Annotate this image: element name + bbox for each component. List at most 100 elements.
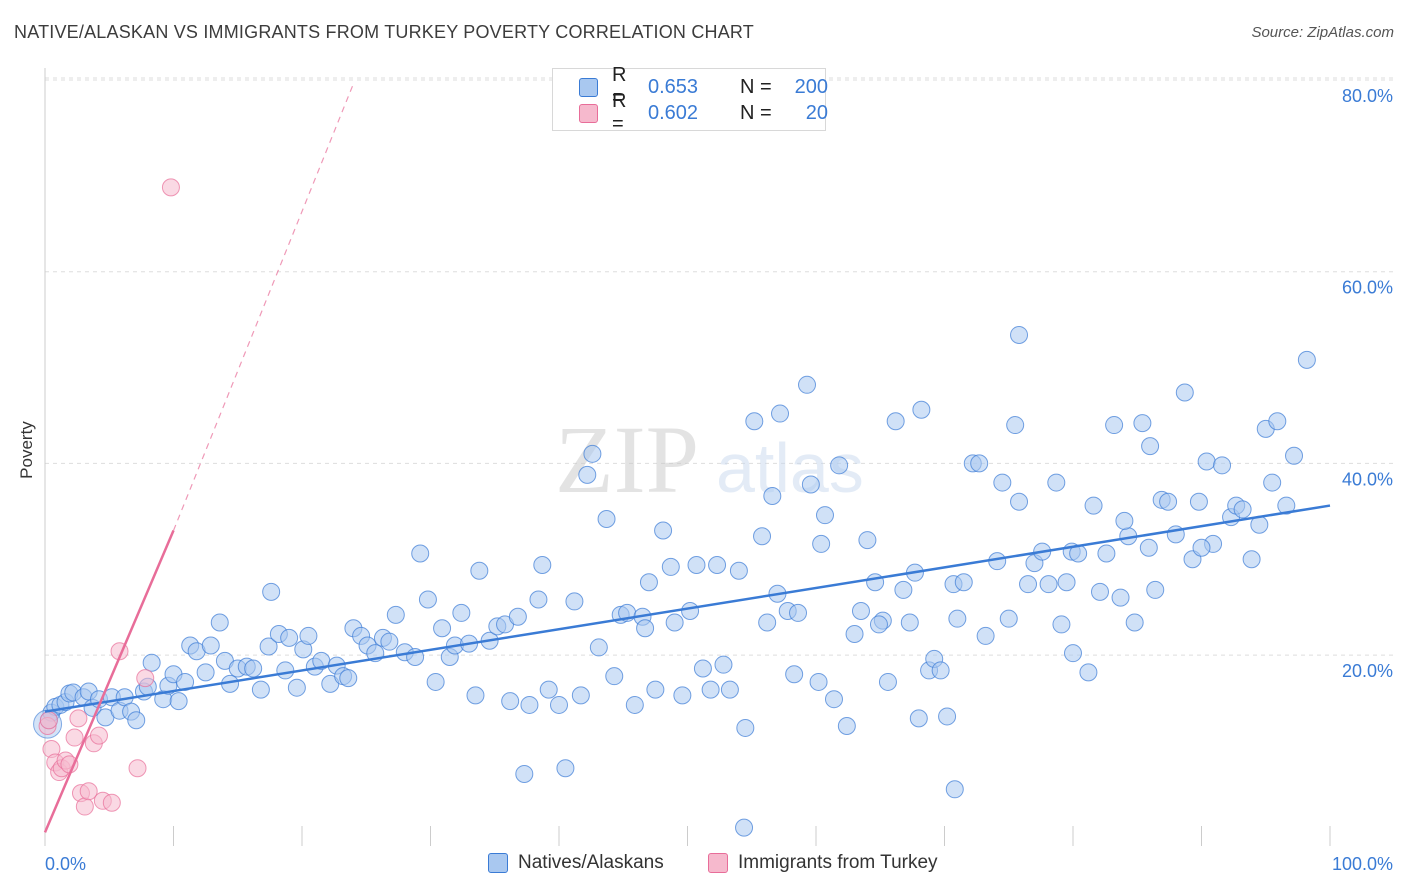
data-point-natives [1133, 414, 1152, 433]
watermark: ZIP atlas [555, 406, 864, 513]
data-point-natives [771, 404, 790, 423]
data-point-natives [646, 680, 665, 699]
legend-r-value: 0.653 [648, 75, 699, 98]
data-point-natives [589, 638, 608, 657]
data-point-natives [470, 561, 489, 580]
data-point-natives [886, 412, 905, 431]
data-point-natives [1052, 615, 1071, 634]
data-point-natives [244, 659, 263, 678]
legend-item-turkey[interactable]: Immigrants from Turkey [708, 852, 938, 874]
data-point-natives [515, 764, 534, 783]
data-point-natives [583, 444, 602, 463]
data-point-natives [1097, 544, 1116, 563]
data-point-natives [681, 602, 700, 621]
data-point-natives [1159, 492, 1178, 511]
data-point-natives [508, 607, 527, 626]
data-point-natives [999, 609, 1018, 628]
data-point-natives [661, 557, 680, 576]
data-point-natives [605, 667, 624, 686]
legend-row-natives: R = 0.653 N = 200 [579, 64, 828, 109]
data-point-natives [701, 680, 720, 699]
legend-n-value: 20 [805, 101, 828, 124]
data-point-natives [878, 672, 897, 691]
data-point-natives [1141, 437, 1160, 456]
data-point-natives [625, 695, 644, 714]
data-point-natives [259, 637, 278, 656]
data-point-natives [665, 613, 684, 632]
data-point-natives [993, 473, 1012, 492]
data-point-natives [539, 680, 558, 699]
data-point-natives [673, 686, 692, 705]
data-point-natives [938, 707, 957, 726]
x-tick-label: 100.0% [1332, 854, 1393, 874]
legend-label-turkey: Immigrants from Turkey [738, 852, 938, 873]
data-point-natives [1115, 511, 1134, 530]
data-point-natives [1090, 582, 1109, 601]
data-point-natives [426, 672, 445, 691]
data-point-natives [900, 613, 919, 632]
data-point-natives [386, 605, 405, 624]
legend-series: Natives/Alaskans Immigrants from Turkey [0, 852, 1406, 878]
data-point-natives [556, 759, 575, 778]
data-point-natives [1189, 492, 1208, 511]
data-point-natives [785, 665, 804, 684]
data-point-natives [735, 818, 754, 837]
legend-item-natives[interactable]: Natives/Alaskans [488, 852, 664, 874]
data-point-natives [501, 692, 520, 711]
data-point-natives [262, 582, 281, 601]
legend-swatch-blue [579, 77, 598, 97]
data-point-natives [954, 573, 973, 592]
data-point-turkey [75, 797, 94, 816]
data-point-turkey [128, 759, 147, 778]
series-turkey-points [38, 178, 180, 816]
data-point-turkey [65, 728, 84, 747]
legend-label-natives: Natives/Alaskans [518, 852, 664, 873]
data-point-natives [714, 655, 733, 674]
data-point-natives [1139, 538, 1158, 557]
legend-swatch-pink [708, 853, 728, 873]
y-tick-label: 40.0% [1342, 469, 1393, 489]
data-point-natives [812, 534, 831, 553]
data-point-natives [837, 717, 856, 736]
series-natives-points [33, 325, 1316, 837]
data-point-natives [550, 695, 568, 714]
data-point-natives [801, 475, 820, 494]
data-point-natives [287, 678, 306, 697]
data-point-natives [276, 661, 295, 680]
data-point-natives [411, 544, 430, 563]
data-point-natives [693, 659, 712, 678]
data-point-natives [529, 590, 548, 609]
data-point-natives [720, 680, 739, 699]
data-point-natives [1197, 452, 1216, 471]
data-point-natives [758, 613, 777, 632]
data-point-natives [909, 709, 928, 728]
data-point-natives [708, 556, 727, 575]
data-point-natives [976, 626, 995, 645]
data-point-natives [169, 692, 188, 711]
legend-row-turkey: R = 0.602 N = 20 [579, 90, 828, 135]
data-point-natives [418, 590, 437, 609]
data-point-natives [578, 465, 597, 484]
data-point-natives [251, 680, 270, 699]
data-point-natives [1242, 550, 1261, 569]
legend-r-label: R = [612, 90, 627, 135]
data-point-natives [970, 454, 989, 473]
data-point-natives [729, 561, 748, 580]
legend-n-label: N = [740, 75, 772, 98]
data-point-natives [639, 573, 658, 592]
data-point-natives [1297, 350, 1316, 369]
data-point-natives [1057, 573, 1076, 592]
data-point-natives [1006, 416, 1025, 435]
trendline-turkey-extension [172, 83, 354, 531]
y-tick-label: 80.0% [1342, 86, 1393, 106]
data-point-turkey [69, 709, 88, 728]
data-point-natives [142, 653, 161, 672]
data-point-natives [380, 632, 399, 651]
data-point-natives [565, 592, 584, 611]
data-point-natives [753, 527, 772, 546]
data-point-natives [1105, 416, 1124, 435]
data-point-natives [809, 672, 828, 691]
data-point-natives [687, 556, 706, 575]
data-point-natives [433, 619, 452, 638]
data-point-turkey [161, 178, 180, 197]
